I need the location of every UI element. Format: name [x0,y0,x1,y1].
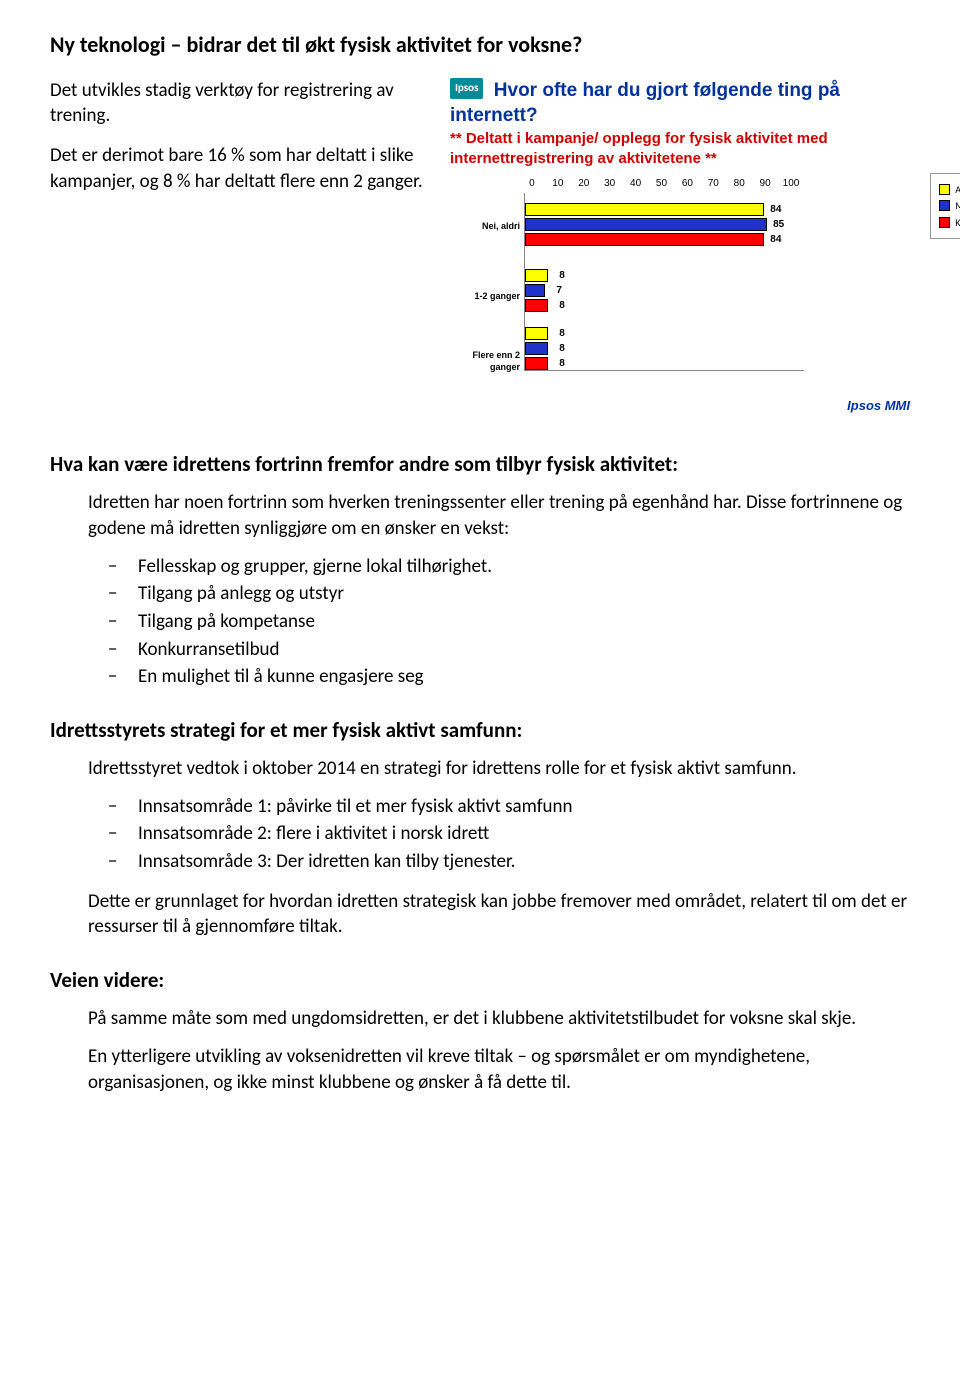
chart-ylabel-0: Nei, aldri [450,191,520,261]
list-item: Tilgang på kompetanse [108,609,910,635]
section3-p1: På samme måte som med ungdomsidretten, e… [88,1006,910,1032]
section1-p1: Idretten har noen fortrinn som hverken t… [88,490,910,541]
list-item: En mulighet til å kunne engasjere seg [108,664,910,690]
section2-heading: Idrettsstyrets strategi for et mer fysis… [50,716,910,744]
top-row: Det utvikles stadig verktøy for registre… [50,78,910,415]
legend-1: Menn [955,199,960,213]
section2-list: Innsatsområde 1: påvirke til et mer fysi… [108,794,910,875]
chart-bar: 8 [525,342,548,355]
legend-2: Kvinner [955,216,960,230]
xtick: 60 [674,177,700,191]
chart-title: Hvor ofte har du gjort følgende ting på … [450,80,840,127]
list-item: Innsatsområde 3: Der idretten kan tilby … [108,849,910,875]
chart-bar-value: 84 [770,233,781,247]
chart-bar-value: 8 [559,342,565,356]
chart-bar: 7 [525,284,545,297]
section3-p2: En ytterligere utvikling av voksenidrett… [88,1044,910,1095]
chart-plot: 848584878888 [524,193,804,371]
section1-list: Fellesskap og grupper, gjerne lokal tilh… [108,554,910,690]
chart-bar-value: 7 [556,284,562,298]
chart-bar: 85 [525,218,767,231]
section2-p2: Dette er grunnlaget for hvordan idretten… [88,889,910,940]
list-item: Fellesskap og grupper, gjerne lokal tilh… [108,554,910,580]
intro-p2: Det er derimot bare 16 % som har deltatt… [50,143,430,194]
chart-bar-value: 8 [559,269,565,283]
xtick: 0 [519,177,545,191]
xtick: 90 [752,177,778,191]
chart-legend: Alle spurte Menn Kvinner [930,173,960,240]
intro-p1: Det utvikles stadig verktøy for registre… [50,78,430,129]
chart-box: Ipsos Hvor ofte har du gjort følgende ti… [450,78,910,415]
xtick: 100 [778,177,804,191]
list-item: Innsatsområde 2: flere i aktivitet i nor… [108,821,910,847]
chart-bar-value: 84 [770,203,781,217]
list-item: Innsatsområde 1: påvirke til et mer fysi… [108,794,910,820]
chart-bar: 8 [525,327,548,340]
xtick: 20 [571,177,597,191]
chart-bar-value: 85 [773,218,784,232]
page-title: Ny teknologi – bidrar det til økt fysisk… [50,30,910,60]
xtick: 50 [649,177,675,191]
xtick: 10 [545,177,571,191]
chart-bar: 8 [525,269,548,282]
chart-bar: 84 [525,233,764,246]
chart-ylabel-2: Flere enn 2 ganger [450,331,520,391]
ipsos-logo-icon: Ipsos [450,78,483,99]
list-item: Tilgang på anlegg og utstyr [108,581,910,607]
chart-bar: 8 [525,357,548,370]
intro-col: Det utvikles stadig verktøy for registre… [50,78,430,415]
xtick: 80 [726,177,752,191]
chart-bar-value: 8 [559,327,565,341]
chart-footer: Ipsos MMI [450,397,910,415]
xtick: 70 [700,177,726,191]
legend-0: Alle spurte [955,183,960,197]
chart-ylabel-1: 1-2 ganger [450,261,520,331]
xtick: 30 [597,177,623,191]
chart-bar: 84 [525,203,764,216]
chart-xaxis: 0 10 20 30 40 50 60 70 80 90 100 [519,177,804,193]
section2-p1: Idrettsstyret vedtok i oktober 2014 en s… [88,756,910,782]
section3-heading: Veien videre: [50,966,910,994]
xtick: 40 [623,177,649,191]
list-item: Konkurransetilbud [108,637,910,663]
chart-bar-value: 8 [559,357,565,371]
chart-subtitle: ** Deltatt i kampanje/ opplegg for fysis… [450,129,910,170]
section1-heading: Hva kan være idrettens fortrinn fremfor … [50,450,910,478]
